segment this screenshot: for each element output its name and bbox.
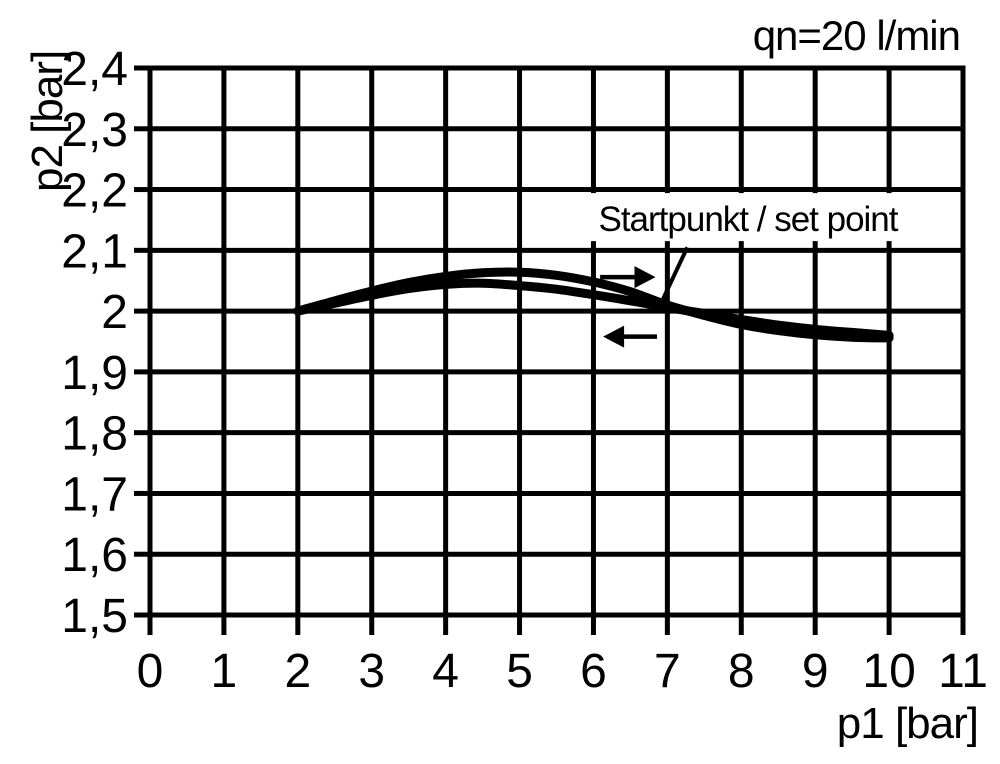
annotation-background (555, 193, 940, 242)
y-tick-label-1: 2,3 (61, 104, 128, 157)
hysteresis-curves (293, 267, 894, 343)
x-tick-label-9: 9 (802, 645, 829, 698)
y-axis-label: p2 [bar] (23, 51, 72, 192)
grid-lines (147, 65, 966, 618)
x-tick-label-8: 8 (728, 645, 755, 698)
x-tick-label-7: 7 (654, 645, 681, 698)
set-point-annotation-label: Startpunkt / set point (598, 200, 898, 239)
x-tick-label-10: 10 (862, 645, 915, 698)
x-tick-label-0: 0 (137, 645, 164, 698)
x-axis-label: p1 [bar] (837, 699, 978, 748)
curve-forward (293, 267, 894, 343)
y-tick-label-2: 2,2 (61, 165, 128, 218)
annotation-leader-line (660, 246, 690, 302)
x-tick-label-5: 5 (506, 645, 533, 698)
x-tick-label-1: 1 (211, 645, 238, 698)
y-tick-label-4: 2 (101, 286, 128, 339)
x-tick-label-2: 2 (284, 645, 311, 698)
curve-return (293, 278, 894, 340)
y-tick-label-5: 1,9 (61, 347, 128, 400)
y-tick-label-9: 1,5 (61, 590, 128, 643)
axis-tick-labels: 0 1 2 3 4 5 6 7 8 9 10 112,42,32,22,121,91,81,71,61… (61, 43, 988, 698)
direction-arrow-right-head (634, 266, 656, 289)
x-tick-label-6: 6 (580, 645, 607, 698)
y-tick-label-3: 2,1 (61, 225, 128, 278)
annotation-background-layer (555, 193, 940, 242)
axis-ticks (134, 65, 966, 635)
y-tick-label-7: 1,7 (61, 468, 128, 521)
x-tick-label-4: 4 (432, 645, 459, 698)
y-tick-label-6: 1,8 (61, 408, 128, 461)
x-tick-label-3: 3 (358, 645, 385, 698)
flow-rate-label: qn=20 l/min (753, 12, 960, 59)
y-tick-label-8: 1,6 (61, 529, 128, 582)
x-tick-label-11: 11 (938, 645, 988, 698)
direction-arrow-left-head (603, 325, 625, 348)
y-tick-label-0: 2,4 (61, 43, 128, 96)
annotation-graphics (600, 246, 690, 348)
